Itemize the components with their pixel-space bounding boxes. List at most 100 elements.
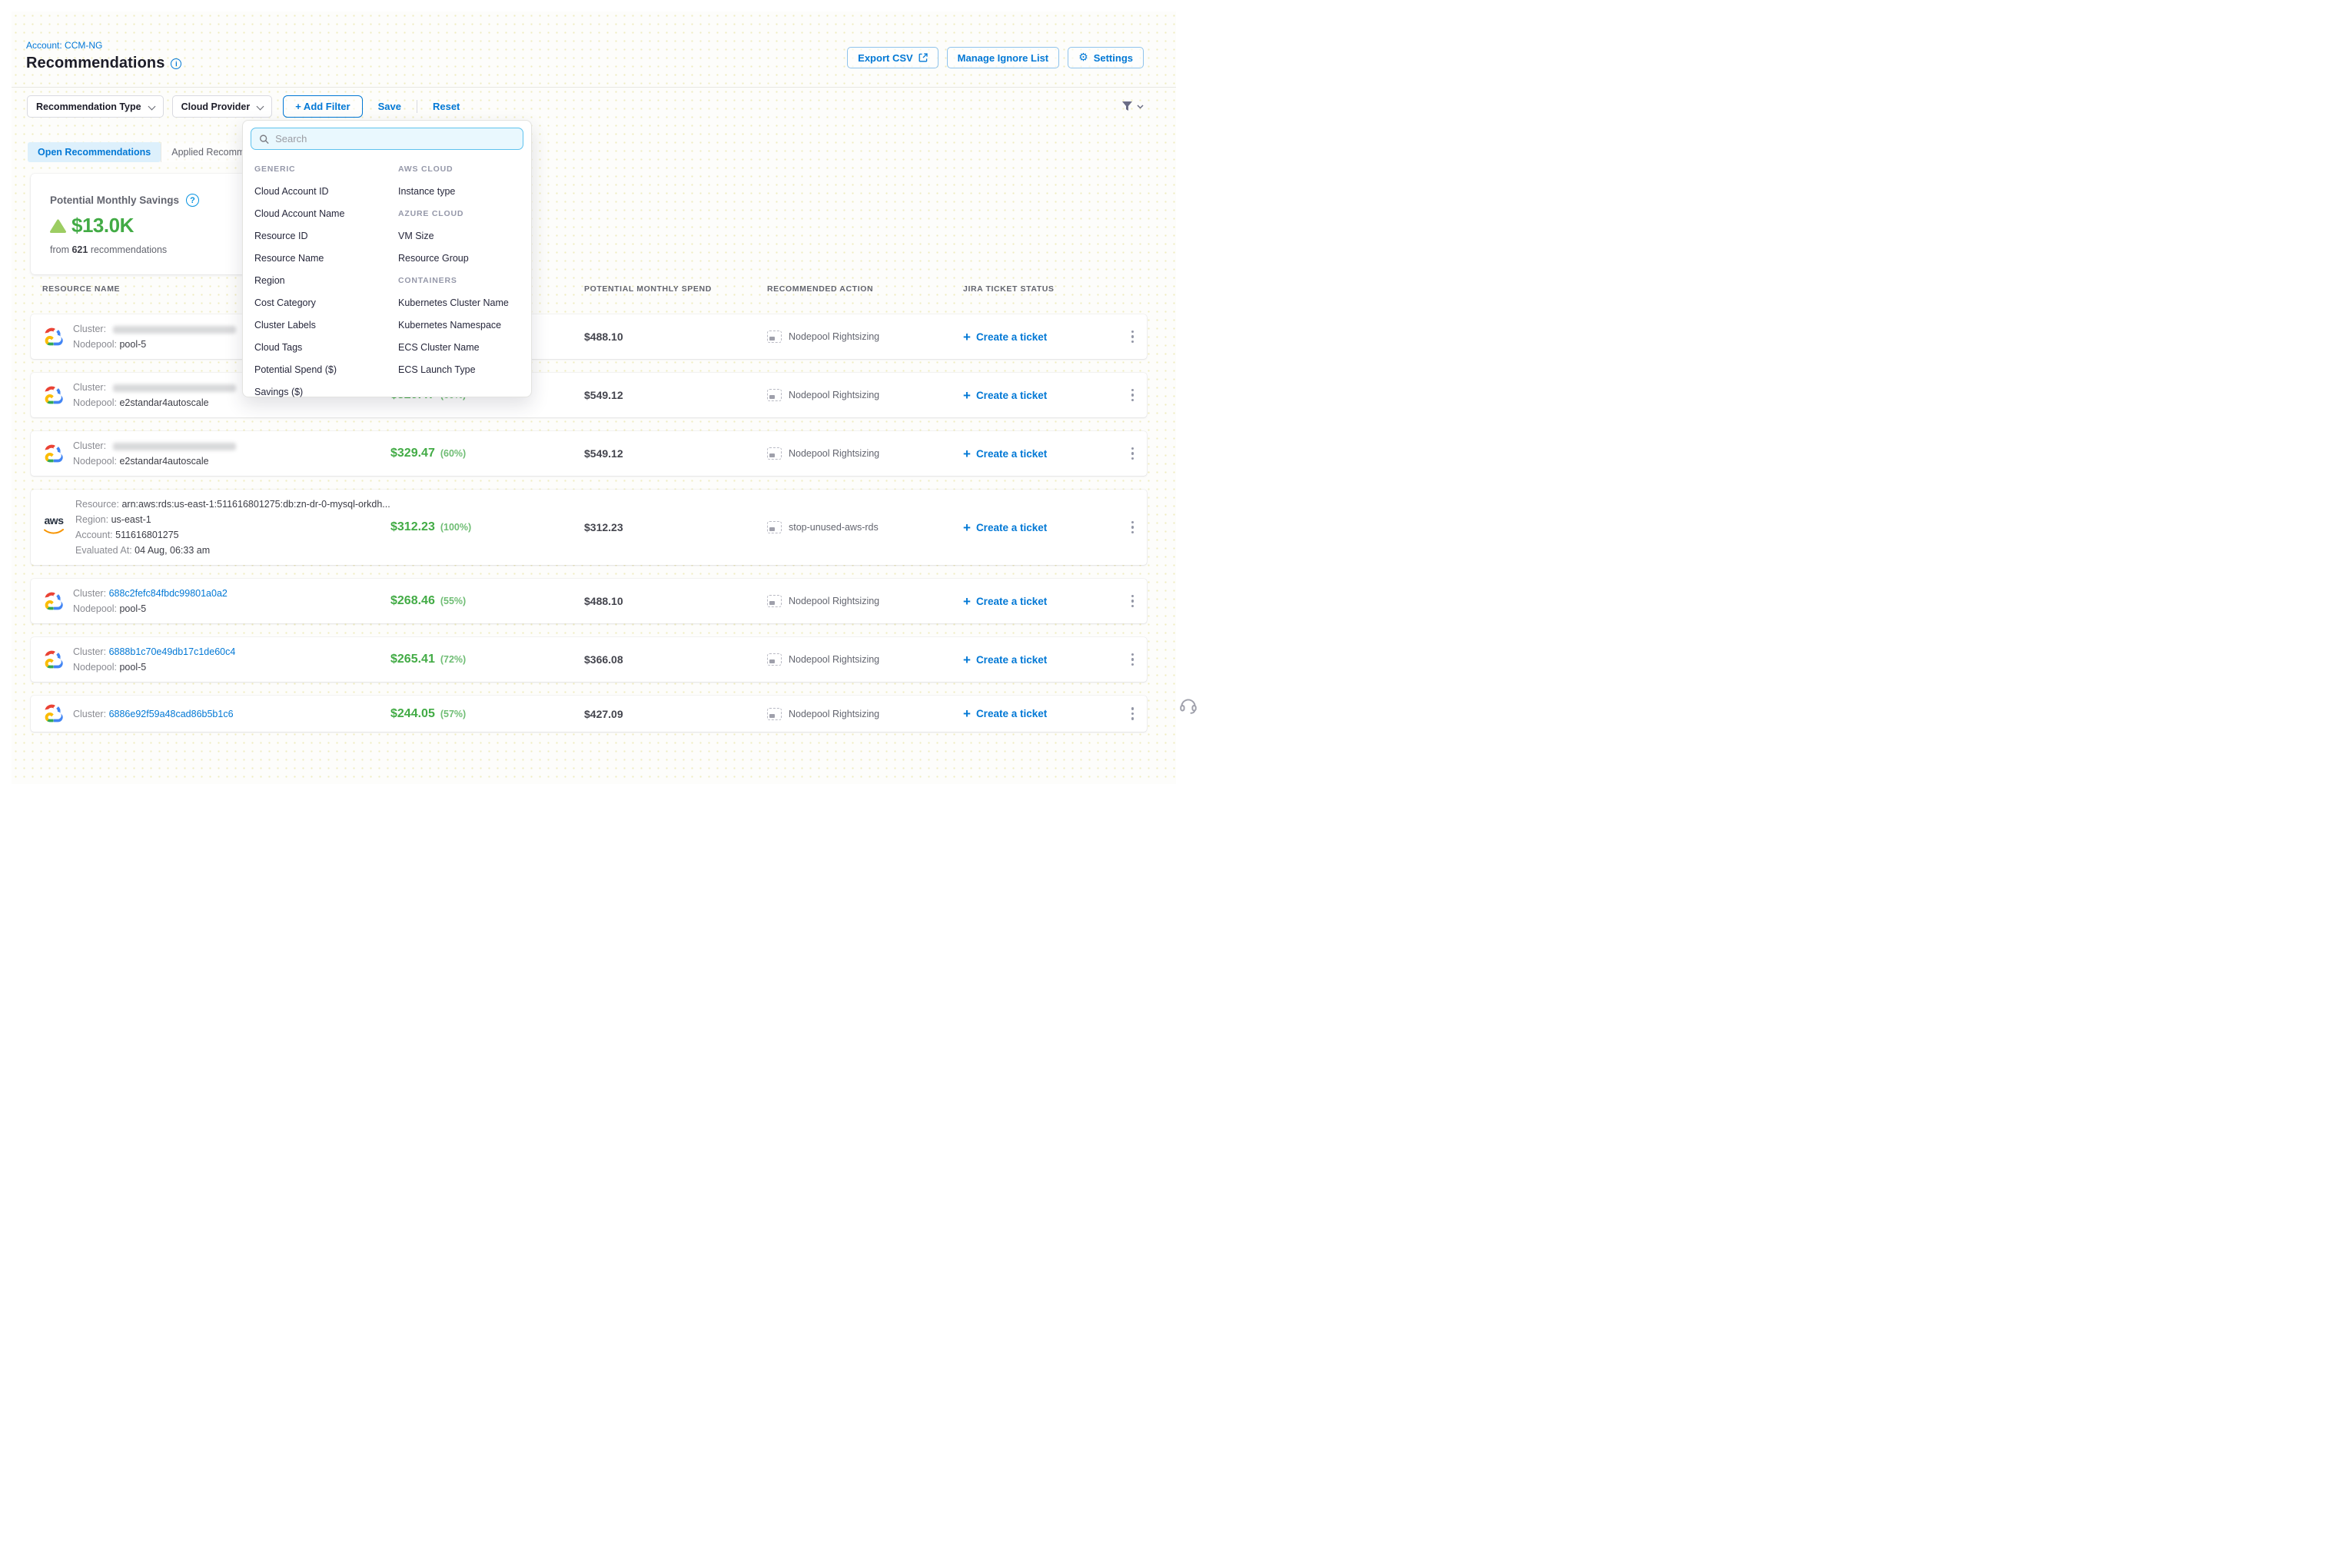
create-ticket-link[interactable]: +Create a ticket [963, 707, 1118, 720]
table-row[interactable]: Cluster: Nodepool: pool-5$488.10Nodepool… [31, 314, 1147, 359]
table-row[interactable]: Cluster: 6888b1c70e49db17c1de60c4Nodepoo… [31, 637, 1147, 682]
table-row[interactable]: Cluster: Nodepool: e2standar4autoscale$3… [31, 431, 1147, 476]
settings-button[interactable]: ⚙ Settings [1068, 47, 1144, 68]
nodepool-label: Nodepool: [73, 397, 117, 408]
recommended-action-cell: Nodepool Rightsizing [767, 447, 963, 460]
cluster-link[interactable]: 6888b1c70e49db17c1de60c4 [109, 646, 236, 657]
dropdown-filter-option[interactable]: Potential Spend ($) [254, 358, 398, 380]
dropdown-filter-option[interactable]: Resource Name [254, 247, 398, 269]
create-ticket-link[interactable]: +Create a ticket [963, 389, 1118, 402]
savings-percent: (72%) [440, 654, 466, 665]
dropdown-filter-option[interactable]: Kubernetes Cluster Name [398, 291, 520, 314]
column-header: JIRA TICKET STATUS [963, 284, 1118, 294]
recommended-action-cell: Nodepool Rightsizing [767, 389, 963, 401]
export-csv-button[interactable]: Export CSV [847, 47, 938, 68]
info-icon[interactable]: i [171, 58, 181, 69]
gcp-icon [42, 703, 63, 724]
plus-icon: + [963, 707, 971, 720]
resource-cell: Cluster: 6888b1c70e49db17c1de60c4Nodepoo… [42, 644, 390, 675]
table-row[interactable]: Cluster: Nodepool: e2standar4autoscale$3… [31, 373, 1147, 417]
create-ticket-label: Create a ticket [976, 596, 1047, 607]
resource-cell: awsResource: arn:aws:rds:us-east-1:51161… [42, 497, 390, 558]
dropdown-filter-option[interactable]: Cloud Account ID [254, 180, 398, 202]
cluster-link[interactable]: 6886e92f59a48cad86b5b1c6 [109, 709, 234, 719]
dropdown-section-header: AZURE CLOUD [398, 202, 520, 224]
save-filter-button[interactable]: Save [371, 101, 408, 112]
search-input[interactable] [275, 133, 515, 145]
dropdown-filter-option[interactable]: Kubernetes Namespace [398, 314, 520, 336]
resource-line-value: 511616801275 [115, 530, 179, 540]
monthly-spend-cell: $427.09 [584, 708, 767, 720]
nodepool-value: pool-5 [119, 662, 146, 673]
dropdown-section-header: CONTAINERS [398, 269, 520, 291]
dropdown-filter-option[interactable]: ECS Launch Type [398, 358, 520, 380]
dropdown-filter-option[interactable]: Cluster Labels [254, 314, 398, 336]
table-row[interactable]: Cluster: 6886e92f59a48cad86b5b1c6$244.05… [31, 696, 1147, 732]
row-menu-kebab-icon[interactable] [1128, 389, 1138, 402]
resource-line-label: Resource: [75, 499, 119, 510]
dropdown-filter-option[interactable]: Savings ($) [254, 380, 398, 403]
support-headset-icon[interactable] [1178, 696, 1198, 719]
redacted-cluster-name [113, 443, 236, 450]
dropdown-filter-option[interactable]: Cloud Account Name [254, 202, 398, 224]
manage-ignore-list-button[interactable]: Manage Ignore List [947, 47, 1059, 68]
action-thumbnail-icon [767, 653, 782, 666]
monthly-savings-cell: $265.41(72%) [390, 653, 584, 666]
cluster-link[interactable]: 688c2fefc84fbdc99801a0a2 [109, 588, 228, 599]
row-menu-kebab-icon[interactable] [1128, 331, 1138, 344]
create-ticket-link[interactable]: +Create a ticket [963, 447, 1118, 460]
row-menu-kebab-icon[interactable] [1128, 595, 1138, 608]
aws-icon: aws [42, 516, 65, 539]
tab-open-recommendations[interactable]: Open Recommendations [28, 142, 161, 162]
monthly-spend-cell: $312.23 [584, 521, 767, 533]
row-menu-kebab-icon[interactable] [1128, 653, 1138, 666]
savings-triangle-icon [50, 219, 66, 233]
plus-icon: + [963, 447, 971, 460]
filter-chip-recommendation-type[interactable]: Recommendation Type [27, 95, 164, 118]
savings-value: $329.47 [390, 447, 435, 460]
action-thumbnail-icon [767, 331, 782, 343]
savings-count: 621 [71, 244, 88, 255]
search-icon [259, 134, 269, 145]
dropdown-filter-option[interactable]: ECS Cluster Name [398, 336, 520, 358]
dropdown-filter-option[interactable]: Region [254, 269, 398, 291]
help-icon[interactable]: ? [186, 194, 199, 207]
breadcrumb-account[interactable]: Account: CCM-NG [26, 40, 102, 51]
create-ticket-link[interactable]: +Create a ticket [963, 595, 1118, 608]
filter-chip-cloud-provider[interactable]: Cloud Provider [172, 95, 273, 118]
monthly-savings-cell: $312.23(100%) [390, 520, 584, 534]
row-menu-kebab-icon[interactable] [1128, 521, 1138, 534]
dropdown-search[interactable] [251, 128, 523, 150]
filter-panel-toggle[interactable] [1121, 101, 1144, 112]
row-menu-kebab-icon[interactable] [1128, 707, 1138, 720]
create-ticket-label: Create a ticket [976, 522, 1047, 533]
savings-amount: $13.0K [71, 214, 134, 238]
nodepool-label: Nodepool: [73, 603, 117, 614]
cluster-label: Cluster: [73, 440, 106, 451]
create-ticket-link[interactable]: +Create a ticket [963, 653, 1118, 666]
savings-sub-suffix: recommendations [88, 244, 167, 255]
recommended-action-label: Nodepool Rightsizing [789, 331, 879, 342]
action-thumbnail-icon [767, 447, 782, 460]
dropdown-filter-option[interactable]: Cloud Tags [254, 336, 398, 358]
reset-filter-button[interactable]: Reset [426, 101, 467, 112]
recommended-action-label: Nodepool Rightsizing [789, 596, 879, 606]
dropdown-filter-option[interactable]: Resource ID [254, 224, 398, 247]
action-thumbnail-icon [767, 595, 782, 607]
dropdown-filter-option[interactable]: VM Size [398, 224, 520, 247]
table-row[interactable]: awsResource: arn:aws:rds:us-east-1:51161… [31, 490, 1147, 565]
gcp-icon [42, 649, 63, 670]
dropdown-filter-option[interactable]: Cost Category [254, 291, 398, 314]
table-row[interactable]: Cluster: 688c2fefc84fbdc99801a0a2Nodepoo… [31, 579, 1147, 623]
dropdown-filter-option[interactable]: Resource Group [398, 247, 520, 269]
filter-chip-label: Cloud Provider [181, 101, 251, 112]
filter-chip-label: Recommendation Type [36, 101, 141, 112]
add-filter-button[interactable]: + Add Filter [283, 95, 362, 118]
dropdown-filter-option[interactable]: Instance type [398, 180, 520, 202]
chevron-down-icon [257, 104, 263, 110]
monthly-savings-cell: $329.47(60%) [390, 447, 584, 460]
row-menu-kebab-icon[interactable] [1128, 447, 1138, 460]
create-ticket-link[interactable]: +Create a ticket [963, 521, 1118, 534]
savings-subtext: from 621 recommendations [50, 244, 227, 255]
create-ticket-link[interactable]: +Create a ticket [963, 331, 1118, 344]
